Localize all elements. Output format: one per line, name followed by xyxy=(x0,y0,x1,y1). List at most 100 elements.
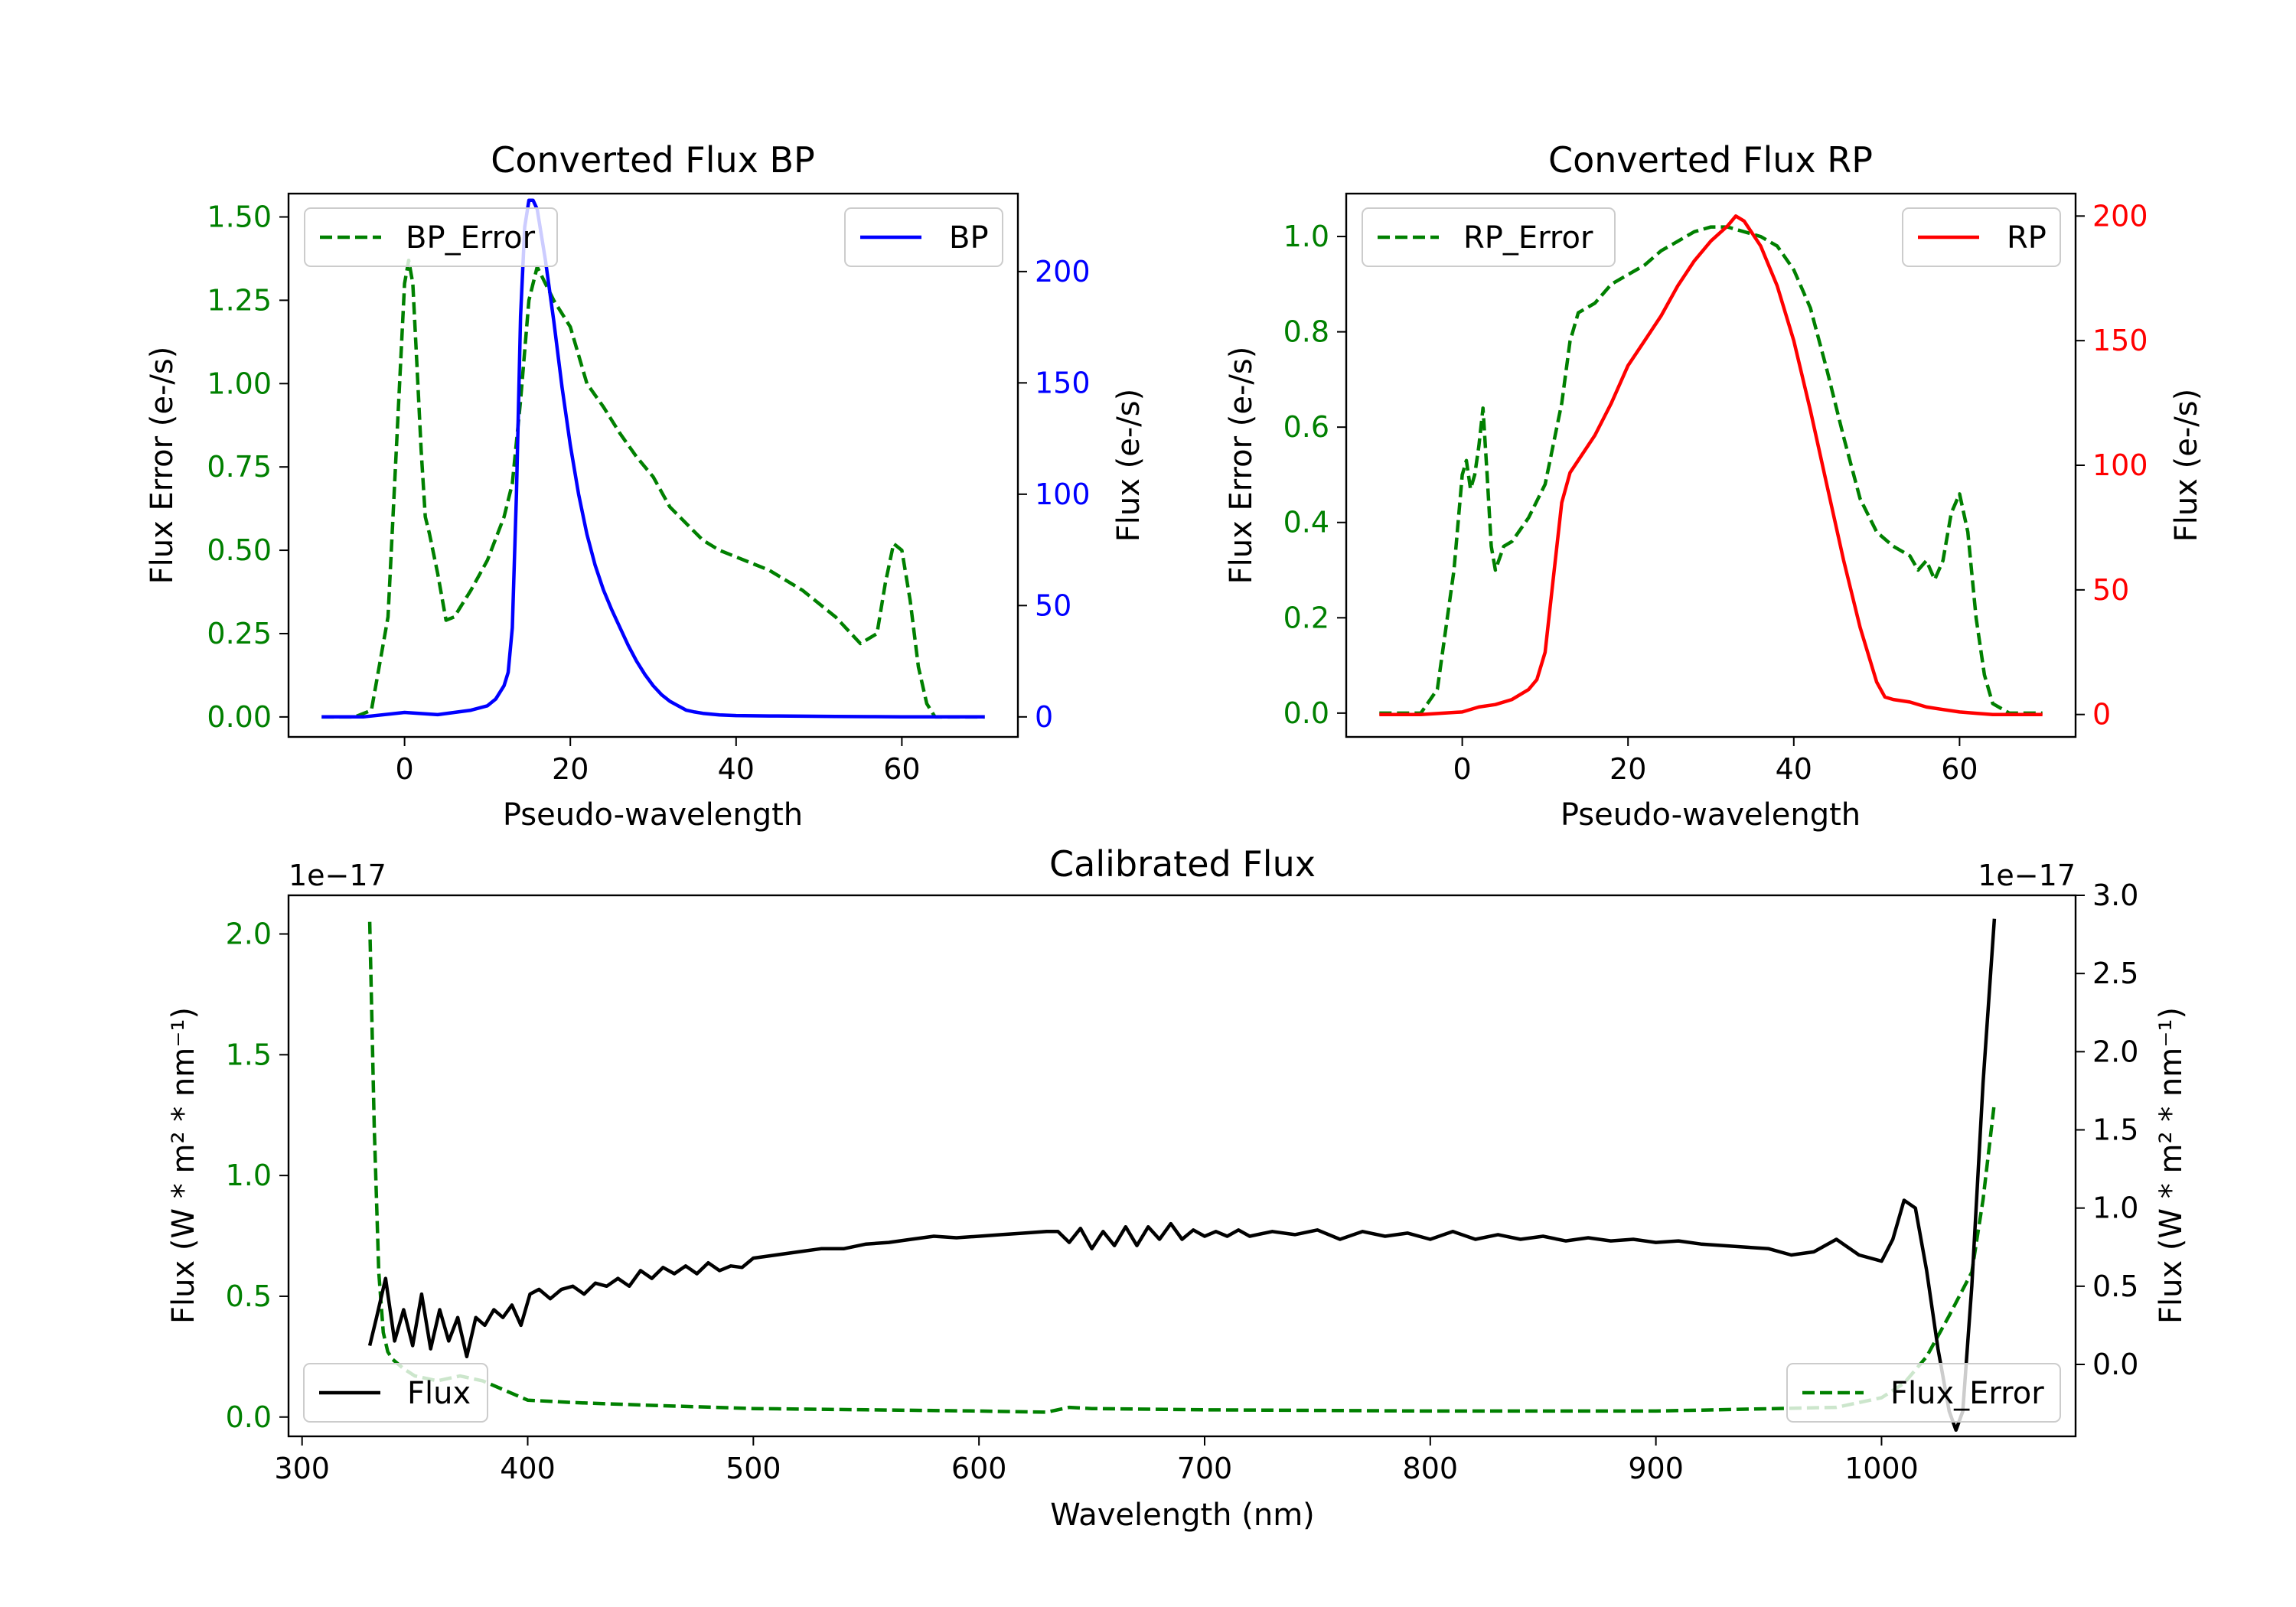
bp-left-y-tick-label: 0.75 xyxy=(207,450,272,484)
calibrated-right-y-axis-label: Flux (W * m² * nm⁻¹) xyxy=(2154,1007,2189,1324)
rp-right-y-tick-label: 50 xyxy=(2092,573,2129,607)
bp-right-y-axis-label: Flux (e-/s) xyxy=(1111,389,1146,542)
bp-left-y-tick-label: 0.00 xyxy=(207,700,272,734)
rp-left-y-ticks: 0.0 0.2 0.4 0.6 0.8 1.0 xyxy=(1283,220,1346,730)
calibrated-flux-legend-box xyxy=(303,1363,488,1423)
bp-right-y-tick-label: 150 xyxy=(1035,366,1091,399)
calibrated-title: Calibrated Flux xyxy=(1049,843,1316,885)
cal-x-tick-label: 800 xyxy=(1403,1452,1459,1485)
cal-x-tick-label: 400 xyxy=(500,1452,556,1485)
bp-right-y-tick-label: 0 xyxy=(1035,700,1053,734)
cal-x-tick-label: 1000 xyxy=(1844,1452,1919,1485)
calibrated-error-legend: Flux_Error xyxy=(1786,1363,2061,1423)
bp-error-legend: BP_Error xyxy=(304,207,558,267)
rp-title: Converted Flux RP xyxy=(1548,139,1873,181)
calibrated-x-ticks: 300 400 500 600 700 800 900 1000 xyxy=(274,1436,1919,1485)
bp-series-bp-error xyxy=(321,258,985,719)
bp-plot-frame xyxy=(287,192,1019,738)
bp-left-y-tick-label: 1.00 xyxy=(207,367,272,400)
rp-left-y-tick-label: 1.0 xyxy=(1283,220,1329,253)
calibrated-error-legend-box xyxy=(1786,1363,2061,1423)
bp-x-tick-label: 0 xyxy=(396,752,414,786)
bp-error-legend-box xyxy=(304,207,558,267)
bp-series-layer xyxy=(321,198,985,719)
calibrated-plot-frame xyxy=(287,894,2077,1438)
bp-left-y-tick-label: 1.50 xyxy=(207,200,272,233)
cal-right-y-tick-label: 2.5 xyxy=(2092,957,2138,990)
calibrated-flux-legend: Flux xyxy=(303,1363,488,1423)
bp-flux-legend-label: BP xyxy=(949,220,989,256)
calibrated-flux-legend-label: Flux xyxy=(407,1376,471,1411)
cal-left-y-tick-label: 2.0 xyxy=(226,918,272,951)
bp-left-y-tick-label: 0.50 xyxy=(207,533,272,567)
bp-x-tick-label: 20 xyxy=(552,752,589,786)
calibrated-left-y-axis-label: Flux (W * m² * nm⁻¹) xyxy=(166,1007,201,1324)
bp-x-tick-label: 40 xyxy=(718,752,755,786)
cal-left-y-tick-label: 1.5 xyxy=(226,1038,272,1071)
cal-x-tick-label: 500 xyxy=(726,1452,781,1485)
rp-series-rp-error xyxy=(1379,225,2043,715)
rp-error-legend-label: RP_Error xyxy=(1463,220,1593,256)
rp-right-y-tick-label: 0 xyxy=(2092,698,2111,732)
rp-subplot: Converted Flux RP 0 20 40 60 0.00.20.40.60.… xyxy=(1224,139,2204,833)
cal-series-flux xyxy=(367,918,1997,1433)
cal-x-tick-label: 300 xyxy=(274,1452,330,1485)
cal-right-y-tick-label: 1.0 xyxy=(2092,1191,2138,1225)
bp-left-y-tick-label: 1.25 xyxy=(207,283,272,317)
rp-flux-legend-box xyxy=(1902,207,2061,267)
calibrated-left-offset-label: 1e−17 xyxy=(289,859,386,892)
cal-right-y-tick-label: 1.5 xyxy=(2092,1113,2138,1147)
rp-x-axis-label: Pseudo-wavelength xyxy=(1561,797,1861,833)
bp-subplot: Converted Flux BP 0 20 40 60 0.000.250.500.… xyxy=(145,139,1146,833)
rp-x-tick-label: 40 xyxy=(1776,752,1812,786)
calibrated-error-legend-label: Flux_Error xyxy=(1890,1376,2044,1411)
bp-right-y-tick-label: 50 xyxy=(1035,588,1071,622)
rp-left-y-tick-label: 0.4 xyxy=(1283,506,1329,539)
rp-flux-legend: RP xyxy=(1902,207,2061,267)
bp-right-y-tick-label: 200 xyxy=(1035,255,1091,288)
cal-right-y-tick-label: 3.0 xyxy=(2092,878,2138,912)
rp-series-layer xyxy=(1379,214,2043,716)
bp-right-y-tick-label: 100 xyxy=(1035,478,1091,511)
bp-left-y-axis-label: Flux Error (e-/s) xyxy=(145,347,180,585)
rp-right-y-tick-label: 150 xyxy=(2092,324,2148,357)
bp-title: Converted Flux BP xyxy=(491,139,815,181)
calibrated-subplot: Calibrated Flux 1e−17 1e−17 300 400 500 600… xyxy=(166,843,2189,1533)
rp-right-y-tick-label: 200 xyxy=(2092,199,2148,233)
rp-left-y-tick-label: 0.2 xyxy=(1283,601,1329,634)
rp-left-y-axis-label: Flux Error (e-/s) xyxy=(1224,347,1259,585)
bp-x-axis-label: Pseudo-wavelength xyxy=(503,797,803,833)
calibrated-left-y-ticks: 0.0 0.5 1.0 1.5 2.0 xyxy=(226,918,289,1434)
bp-error-legend-label: BP_Error xyxy=(406,220,536,256)
cal-right-y-tick-label: 2.0 xyxy=(2092,1035,2138,1068)
rp-left-y-tick-label: 0.0 xyxy=(1283,696,1329,730)
calibrated-x-axis-label: Wavelength (nm) xyxy=(1050,1498,1315,1533)
bp-x-ticks: 0 20 40 60 xyxy=(396,737,921,786)
cal-right-y-tick-label: 0.5 xyxy=(2092,1270,2138,1303)
cal-x-tick-label: 700 xyxy=(1177,1452,1233,1485)
rp-right-y-ticks: 0 50 100 150 200 xyxy=(2076,199,2148,732)
rp-series-rp xyxy=(1379,214,2043,716)
cal-right-y-tick-label: 0.0 xyxy=(2092,1348,2138,1381)
cal-left-y-tick-label: 1.0 xyxy=(226,1159,272,1192)
calibrated-right-y-ticks: 0.0 0.5 1.0 1.5 2.0 2.5 3.0 xyxy=(2076,878,2138,1381)
rp-flux-legend-label: RP xyxy=(2007,220,2047,256)
bp-flux-legend-box xyxy=(844,207,1003,267)
rp-x-tick-label: 0 xyxy=(1453,752,1472,786)
bp-flux-legend: BP xyxy=(844,207,1003,267)
cal-left-y-tick-label: 0.0 xyxy=(226,1400,272,1434)
rp-right-y-axis-label: Flux (e-/s) xyxy=(2169,389,2204,542)
rp-error-legend: RP_Error xyxy=(1362,207,1616,267)
rp-x-ticks: 0 20 40 60 xyxy=(1453,737,1978,786)
rp-left-y-tick-label: 0.6 xyxy=(1283,410,1329,444)
bp-right-y-ticks: 0 50 100 150 200 xyxy=(1018,255,1091,734)
calibrated-right-offset-label: 1e−17 xyxy=(1978,859,2076,892)
cal-x-tick-label: 900 xyxy=(1628,1452,1684,1485)
bp-left-y-ticks: 0.00 0.25 0.50 0.75 1.00 1.25 1.50 xyxy=(207,200,289,734)
bp-x-tick-label: 60 xyxy=(883,752,920,786)
rp-error-legend-box xyxy=(1362,207,1616,267)
cal-x-tick-label: 600 xyxy=(951,1452,1007,1485)
bp-series-bp xyxy=(321,198,985,719)
